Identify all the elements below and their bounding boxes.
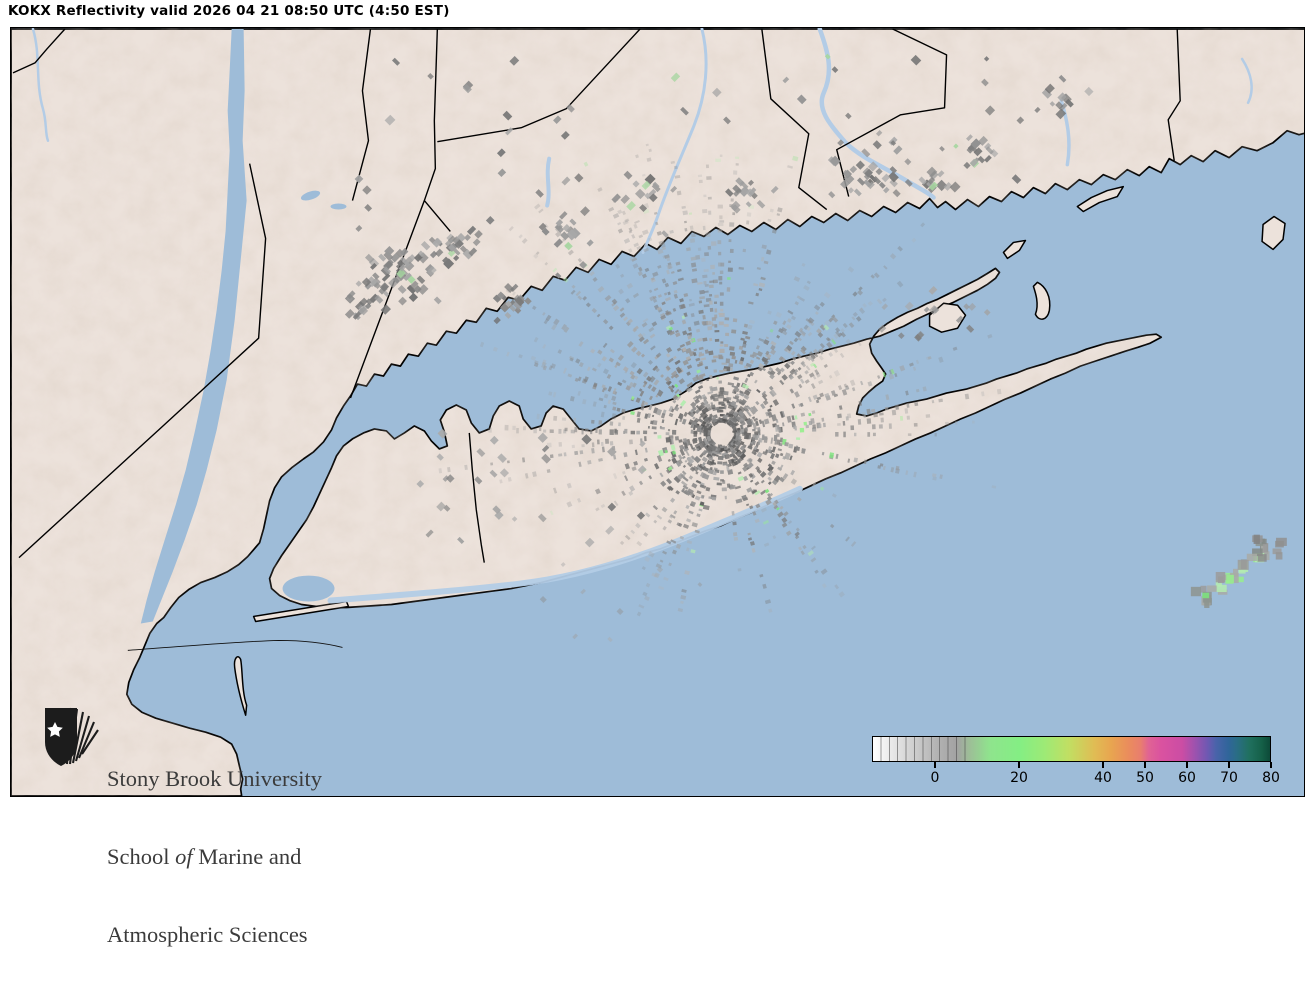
state-county-borders <box>12 28 1181 651</box>
stonybrook-logo: Stony Brook University School of Marine … <box>41 702 341 947</box>
logo-line-3: Atmospheric Sciences <box>107 922 308 947</box>
ct-county-border-2 <box>836 28 948 197</box>
map-canvas <box>11 28 1304 796</box>
gardiners-island <box>1032 281 1051 320</box>
wallkill-creek <box>31 28 50 142</box>
ct-county-border-1 <box>761 28 828 211</box>
queens-nassau-border <box>468 432 485 563</box>
colorbar-tick-label: 40 <box>1094 770 1112 786</box>
connecticut-river <box>817 28 936 200</box>
fishers-island <box>1076 185 1125 213</box>
reservoir <box>330 203 347 210</box>
colorbar-tick-label: 0 <box>930 770 940 786</box>
plum-island <box>1002 239 1027 260</box>
great-south-bay <box>327 485 803 604</box>
colorbar-tick-label: 70 <box>1220 770 1238 786</box>
colorbar-tick-label: 20 <box>1010 770 1028 786</box>
colorbar-gradient <box>872 736 1271 762</box>
ct-ri-border <box>1167 28 1181 161</box>
pawcatuck-river <box>1240 57 1253 105</box>
colorbar-tick <box>1144 762 1146 768</box>
logo-line-1: Stony Brook University <box>107 766 323 791</box>
block-island <box>1261 215 1286 251</box>
jamaica-bay <box>282 575 335 602</box>
housatonic-river <box>641 28 708 254</box>
nj-ny-border <box>18 163 267 559</box>
colorbar-tick <box>1102 762 1104 768</box>
logo-text: Stony Brook University School of Marine … <box>107 714 322 1000</box>
ambrose-channel-line <box>127 639 343 651</box>
map-title: KOKX Reflectivity valid 2026 04 21 08:50… <box>8 3 450 19</box>
radar-map: 0 20 40 50 60 70 80 Stony Brook University Sch… <box>10 27 1305 947</box>
ny-county-border <box>12 28 66 74</box>
ct-county-border-3 <box>437 28 641 143</box>
page: { "title": "KOKX Reflectivity valid 2026… <box>8 3 1305 947</box>
rivers <box>31 28 1253 624</box>
colorbar-tick <box>1186 762 1188 768</box>
colorbar-tick <box>1270 762 1272 768</box>
candlewood-lake <box>545 156 552 208</box>
colorbar-tick <box>934 762 936 768</box>
sandy-hook <box>233 656 248 716</box>
colorbar-tick-label: 50 <box>1136 770 1154 786</box>
colorbar-tick-label: 60 <box>1178 770 1196 786</box>
stony-brook-shield-icon <box>45 707 99 766</box>
croton-reservoir <box>300 190 321 201</box>
colorbar-step-lines <box>873 737 969 761</box>
colorbar-tick <box>1228 762 1230 768</box>
radar-clutter-layer <box>344 53 1287 643</box>
colorbar-tick <box>1018 762 1020 768</box>
hudson-river <box>140 28 247 624</box>
reflectivity-colorbar: 0 20 40 50 60 70 80 <box>872 736 1280 792</box>
putnam-border <box>351 28 372 201</box>
colorbar-tick-label: 80 <box>1262 770 1280 786</box>
islands <box>233 185 1286 716</box>
logo-line-2: School of Marine and <box>107 844 302 869</box>
